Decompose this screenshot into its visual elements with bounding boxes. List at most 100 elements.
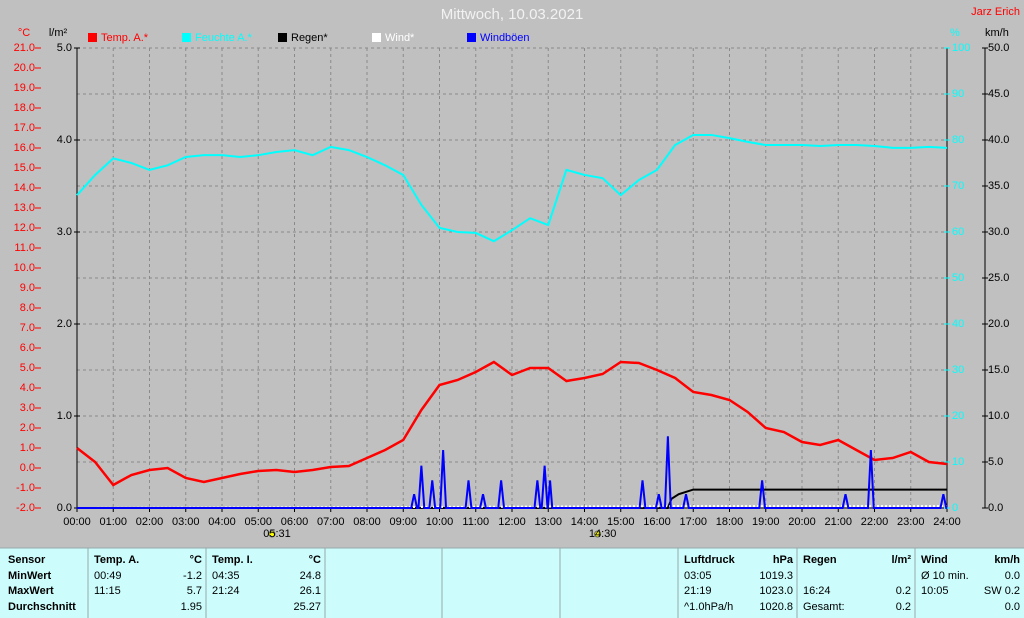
author: Jarz Erich — [971, 6, 1020, 18]
table-cell: 11:15 — [94, 585, 121, 597]
axis-unit: km/h — [985, 27, 1009, 39]
legend-label: Temp. A.* — [101, 32, 149, 44]
stats-panel — [0, 548, 1024, 618]
y-tick-label: 80 — [952, 134, 964, 146]
series-line — [76, 133, 948, 243]
legend-swatch — [467, 33, 476, 42]
y-tick-label: 25.0 — [988, 272, 1009, 284]
row-label: MinWert — [8, 570, 52, 582]
x-tick-label: 11:00 — [462, 516, 489, 528]
table-cell: Gesamt: — [803, 601, 845, 613]
y-tick-label: 19.0 — [14, 82, 35, 94]
table-cell: Ø 10 min. — [921, 570, 969, 582]
y-tick-label: 1.0 — [20, 442, 35, 454]
table-cell: 5.7 — [187, 585, 202, 597]
x-tick-label: 13:00 — [534, 516, 562, 528]
table-cell: -1.2 — [183, 570, 202, 582]
sun-icon — [268, 530, 276, 538]
x-tick-label: 07:00 — [317, 516, 345, 528]
table-cell: 04:35 — [212, 570, 240, 582]
legend-swatch — [182, 33, 191, 42]
x-tick-label: 18:00 — [716, 516, 744, 528]
y-tick-label: 11.0 — [14, 242, 35, 254]
table-cell: 0.2 — [896, 585, 911, 597]
table-cell: 00:49 — [94, 570, 122, 582]
column-header: Temp. I. — [212, 554, 253, 566]
annotation: 05:31 — [263, 528, 291, 540]
y-tick-label: 10.0 — [14, 262, 35, 274]
x-tick-label: 17:00 — [679, 516, 707, 528]
x-tick-label: 10:00 — [426, 516, 454, 528]
y-tick-label: -1.0 — [16, 482, 35, 494]
x-tick-label: 14:00 — [571, 516, 599, 528]
y-tick-label: 10 — [952, 456, 964, 468]
y-tick-label: 2.0 — [20, 422, 35, 434]
y-tick-label: 20.0 — [988, 318, 1009, 330]
y-tick-label: 90 — [952, 88, 964, 100]
y-tick-label: -2.0 — [16, 502, 35, 514]
x-tick-label: 21:00 — [824, 516, 852, 528]
series-line — [76, 360, 948, 487]
column-header: °C — [190, 554, 202, 566]
y-tick-label: 3.0 — [20, 402, 35, 414]
legend-label: Regen* — [291, 32, 328, 44]
table-cell: 21:24 — [212, 585, 240, 597]
y-tick-label: 20 — [952, 410, 964, 422]
y-tick-label: 17.0 — [14, 122, 35, 134]
table-cell: 1020.8 — [759, 601, 793, 613]
table-cell: ^1.0hPa/h — [684, 601, 733, 613]
axis-unit: °C — [18, 27, 30, 39]
legend-label: Windböen — [480, 32, 530, 44]
x-tick-label: 08:00 — [353, 516, 381, 528]
table-cell: 16:24 — [803, 585, 831, 597]
column-header: km/h — [994, 554, 1020, 566]
y-tick-label: 5.0 — [20, 362, 35, 374]
sun-icon — [594, 530, 602, 538]
y-tick-label: 4.0 — [20, 382, 35, 394]
row-label: Durchschnitt — [8, 601, 76, 613]
annotation: 14:30 — [589, 528, 617, 540]
y-tick-label: 30.0 — [988, 226, 1009, 238]
legend-swatch — [372, 33, 381, 42]
y-tick-label: 2.0 — [57, 318, 72, 330]
x-tick-label: 16:00 — [643, 516, 671, 528]
y-tick-label: 16.0 — [14, 142, 35, 154]
x-tick-label: 00:00 — [63, 516, 91, 528]
y-tick-label: 14.0 — [14, 182, 35, 194]
y-tick-label: 12.0 — [14, 222, 35, 234]
table-cell: 25.27 — [293, 601, 321, 613]
series-line — [77, 436, 948, 509]
x-tick-label: 20:00 — [788, 516, 816, 528]
y-tick-label: 70 — [952, 180, 964, 192]
column-header: Luftdruck — [684, 554, 736, 566]
x-tick-label: 12:00 — [498, 516, 526, 528]
y-tick-label: 0.0 — [20, 462, 35, 474]
table-cell: 10:05 — [921, 585, 949, 597]
table-cell: 21:19 — [684, 585, 712, 597]
y-tick-label: 40 — [952, 318, 964, 330]
y-tick-label: 6.0 — [20, 342, 35, 354]
table-cell: 1.95 — [181, 601, 202, 613]
y-tick-label: 0 — [952, 502, 958, 514]
y-tick-label: 3.0 — [57, 226, 72, 238]
x-tick-label: 09:00 — [389, 516, 417, 528]
chart-title: Mittwoch, 10.03.2021 — [441, 6, 584, 23]
axis-unit: % — [950, 27, 960, 39]
x-tick-label: 06:00 — [281, 516, 309, 528]
y-tick-label: 13.0 — [14, 202, 35, 214]
y-tick-label: 0.0 — [988, 502, 1003, 514]
row-label: Sensor — [8, 554, 46, 566]
y-tick-label: 15.0 — [14, 162, 35, 174]
x-tick-label: 15:00 — [607, 516, 635, 528]
y-tick-label: 5.0 — [988, 456, 1003, 468]
x-tick-label: 22:00 — [861, 516, 889, 528]
y-tick-label: 9.0 — [20, 282, 35, 294]
table-cell: 24.8 — [300, 570, 321, 582]
y-tick-label: 7.0 — [20, 322, 35, 334]
x-tick-label: 04:00 — [208, 516, 236, 528]
legend-label: Wind* — [385, 32, 415, 44]
y-tick-label: 50 — [952, 272, 964, 284]
column-header: Wind — [921, 554, 948, 566]
